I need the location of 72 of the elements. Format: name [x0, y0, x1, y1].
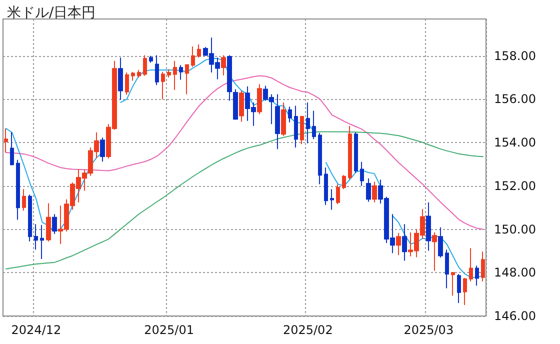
candlestick	[300, 115, 304, 145]
chart-title: 米ドル/日本円	[7, 5, 96, 21]
candlestick	[342, 174, 346, 190]
candlestick	[324, 167, 328, 206]
candlestick	[173, 60, 177, 90]
candlestick	[16, 159, 20, 220]
candlestick	[281, 102, 286, 136]
candlestick	[118, 57, 123, 100]
candlestick	[402, 224, 407, 262]
candlestick	[445, 249, 449, 289]
candlestick	[257, 84, 262, 115]
candlestick	[100, 137, 105, 162]
y-tick-label: 154.00	[494, 136, 536, 150]
x-tick-label: 2024/12	[11, 323, 62, 337]
candlestick	[306, 102, 310, 144]
candlestick	[438, 226, 443, 258]
candlestick	[318, 132, 322, 185]
candlestick	[469, 248, 473, 282]
candlestick	[336, 184, 340, 205]
candlestick	[366, 178, 371, 202]
candlestick	[4, 128, 8, 154]
x-tick-label: 2025/02	[282, 323, 333, 337]
candlestick	[155, 54, 159, 86]
candlestick	[288, 106, 292, 123]
y-tick-label: 150.00	[494, 222, 536, 236]
x-tick-label: 2025/01	[144, 323, 194, 337]
candlestick	[185, 64, 189, 95]
candlestick	[432, 232, 437, 272]
candlestick	[137, 69, 141, 78]
candlestick	[40, 224, 44, 260]
candlestick	[275, 94, 280, 150]
candlestick	[197, 44, 201, 58]
candlestick	[46, 202, 51, 242]
candlestick	[233, 88, 238, 120]
candlestick	[239, 90, 244, 122]
candlestick	[360, 161, 364, 186]
candlestick	[221, 54, 226, 76]
candlestick	[396, 232, 401, 256]
y-tick-label: 152.00	[494, 178, 536, 193]
candlestick	[28, 194, 32, 242]
candlestick	[457, 273, 461, 304]
candlestick	[312, 110, 316, 140]
candlestick	[161, 71, 165, 100]
line-series	[6, 75, 484, 230]
y-tick-label: 158.00	[494, 48, 536, 63]
candlestick	[179, 64, 183, 80]
candlestick	[463, 278, 467, 306]
candlestick	[451, 272, 455, 296]
candlestick	[227, 54, 232, 102]
candlestick	[348, 125, 352, 180]
candlestick	[34, 224, 38, 250]
candlestick	[149, 55, 153, 64]
candlestick	[10, 132, 14, 166]
candlestick	[294, 105, 298, 148]
candlestick	[426, 202, 431, 252]
candlestick	[167, 68, 171, 78]
candlestick	[125, 72, 129, 96]
line-series	[6, 131, 484, 270]
candlestick	[330, 188, 334, 210]
candlestick	[475, 265, 479, 286]
candlestick	[191, 46, 195, 68]
candlestick	[481, 251, 485, 282]
y-tick-label: 156.00	[494, 92, 536, 106]
candlestick	[131, 71, 135, 82]
candlestick	[143, 54, 147, 76]
y-tick-label: 148.00	[494, 266, 536, 280]
candlestick	[372, 181, 377, 203]
candlestick	[354, 132, 358, 174]
y-tick-label: 146.00	[494, 309, 536, 323]
x-tick-label: 2025/03	[404, 323, 454, 337]
candlestick	[22, 188, 26, 212]
candlestick	[52, 214, 57, 235]
